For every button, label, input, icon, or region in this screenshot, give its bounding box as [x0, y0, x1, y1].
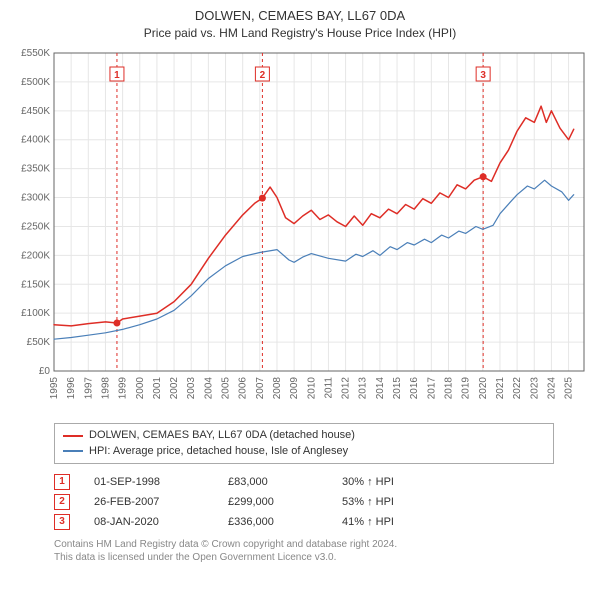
svg-text:1: 1: [114, 70, 120, 81]
svg-text:2006: 2006: [238, 377, 249, 400]
svg-text:£50K: £50K: [27, 337, 51, 348]
legend-item: DOLWEN, CEMAES BAY, LL67 0DA (detached h…: [63, 428, 545, 443]
marker-row: 1 01-SEP-1998 £83,000 30% ↑ HPI: [54, 472, 574, 492]
chart-subtitle: Price paid vs. HM Land Registry's House …: [8, 26, 592, 41]
svg-text:2016: 2016: [409, 377, 420, 400]
svg-text:1995: 1995: [49, 377, 60, 400]
marker-number-box: 2: [54, 494, 70, 510]
svg-text:2008: 2008: [272, 377, 283, 400]
svg-text:2019: 2019: [461, 377, 472, 400]
svg-text:2012: 2012: [341, 377, 352, 400]
svg-text:2011: 2011: [323, 377, 334, 399]
legend-label: DOLWEN, CEMAES BAY, LL67 0DA (detached h…: [89, 428, 355, 443]
svg-text:1999: 1999: [118, 377, 129, 400]
marker-price: £83,000: [228, 476, 318, 488]
svg-text:2014: 2014: [375, 377, 386, 400]
svg-text:2001: 2001: [152, 377, 163, 400]
attribution-line: This data is licensed under the Open Gov…: [54, 551, 574, 564]
marker-hpi: 30% ↑ HPI: [342, 476, 442, 488]
price-chart: £0 £50K £100K £150K £200K £250K £300K £350K £400…: [8, 47, 592, 417]
svg-text:2000: 2000: [135, 377, 146, 400]
marker-number-box: 3: [54, 514, 70, 530]
svg-text:2023: 2023: [529, 377, 540, 400]
svg-text:£0: £0: [39, 366, 51, 377]
svg-text:2009: 2009: [289, 377, 300, 400]
svg-text:£100K: £100K: [21, 308, 50, 319]
svg-text:£550K: £550K: [21, 48, 50, 59]
svg-text:2013: 2013: [358, 377, 369, 400]
svg-text:£250K: £250K: [21, 222, 50, 233]
attribution-line: Contains HM Land Registry data © Crown c…: [54, 538, 574, 551]
svg-text:2002: 2002: [169, 377, 180, 400]
svg-text:3: 3: [480, 70, 486, 81]
marker-hpi: 41% ↑ HPI: [342, 516, 442, 528]
svg-text:2010: 2010: [306, 377, 317, 400]
svg-text:£300K: £300K: [21, 193, 50, 204]
svg-text:2020: 2020: [478, 377, 489, 400]
legend-item: HPI: Average price, detached house, Isle…: [63, 444, 545, 459]
svg-text:2015: 2015: [392, 377, 403, 400]
svg-text:2017: 2017: [426, 377, 437, 400]
svg-text:2024: 2024: [546, 377, 557, 400]
svg-text:£400K: £400K: [21, 135, 50, 146]
marker-price: £336,000: [228, 516, 318, 528]
marker-row: 3 08-JAN-2020 £336,000 41% ↑ HPI: [54, 512, 574, 532]
marker-row: 2 26-FEB-2007 £299,000 53% ↑ HPI: [54, 492, 574, 512]
svg-text:£450K: £450K: [21, 106, 50, 117]
svg-text:2005: 2005: [221, 377, 232, 400]
svg-text:£500K: £500K: [21, 77, 50, 88]
svg-text:2003: 2003: [186, 377, 197, 400]
legend-swatch: [63, 450, 83, 452]
svg-text:2022: 2022: [512, 377, 523, 400]
svg-text:2025: 2025: [564, 377, 575, 400]
marker-price: £299,000: [228, 496, 318, 508]
marker-date: 08-JAN-2020: [94, 516, 204, 528]
marker-table: 1 01-SEP-1998 £83,000 30% ↑ HPI 2 26-FEB-2007…: [54, 472, 574, 532]
svg-text:1996: 1996: [66, 377, 77, 400]
chart-title: DOLWEN, CEMAES BAY, LL67 0DA: [8, 8, 592, 24]
legend-swatch: [63, 435, 83, 437]
svg-text:1998: 1998: [100, 377, 111, 400]
svg-text:2021: 2021: [495, 377, 506, 400]
marker-number-box: 1: [54, 474, 70, 490]
svg-text:1997: 1997: [83, 377, 94, 400]
marker-date: 26-FEB-2007: [94, 496, 204, 508]
svg-text:£350K: £350K: [21, 164, 50, 175]
attribution: Contains HM Land Registry data © Crown c…: [54, 538, 574, 564]
legend-label: HPI: Average price, detached house, Isle…: [89, 444, 348, 459]
svg-text:2: 2: [260, 70, 266, 81]
chart-legend: DOLWEN, CEMAES BAY, LL67 0DA (detached h…: [54, 423, 554, 464]
svg-text:2004: 2004: [203, 377, 214, 400]
marker-hpi: 53% ↑ HPI: [342, 496, 442, 508]
svg-text:£200K: £200K: [21, 251, 50, 262]
svg-text:2018: 2018: [443, 377, 454, 400]
marker-date: 01-SEP-1998: [94, 476, 204, 488]
svg-text:2007: 2007: [255, 377, 266, 400]
svg-text:£150K: £150K: [21, 280, 50, 291]
